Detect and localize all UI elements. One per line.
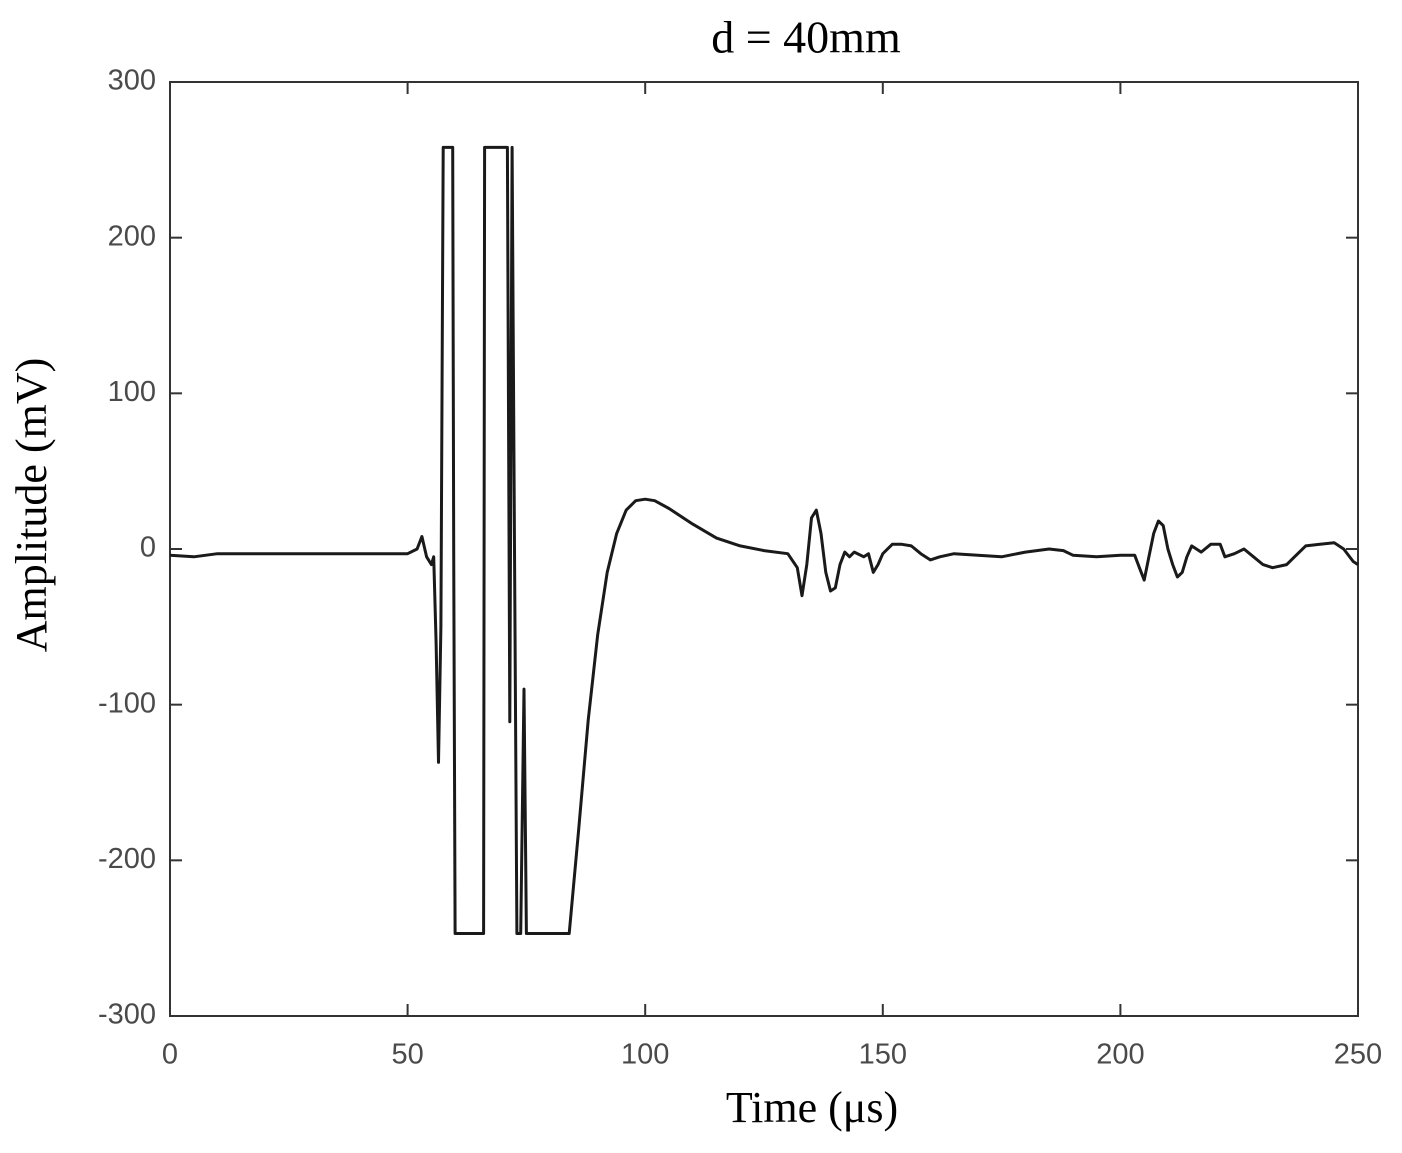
x-tick-label: 100: [621, 1039, 669, 1071]
x-tick-label: 150: [859, 1039, 907, 1071]
y-tick-label: -300: [98, 999, 156, 1031]
x-axis-label: Time (μs): [726, 1083, 898, 1132]
chart-title: d = 40mm: [711, 12, 901, 63]
y-tick-label: 300: [108, 65, 156, 97]
y-axis-label: Amplitude (mV): [7, 358, 56, 653]
y-tick-label: 100: [108, 376, 156, 408]
x-tick-label: 0: [162, 1039, 178, 1071]
x-tick-label: 200: [1096, 1039, 1144, 1071]
signal-line: [169, 145, 1359, 935]
x-tick-label: 50: [391, 1039, 423, 1071]
y-tick-label: -200: [98, 843, 156, 875]
y-tick-label: 200: [108, 220, 156, 252]
y-tick-label: -100: [98, 687, 156, 719]
plot-frame: [169, 81, 1359, 1017]
x-tick-label: 250: [1334, 1039, 1382, 1071]
y-tick-label: 0: [140, 532, 156, 564]
